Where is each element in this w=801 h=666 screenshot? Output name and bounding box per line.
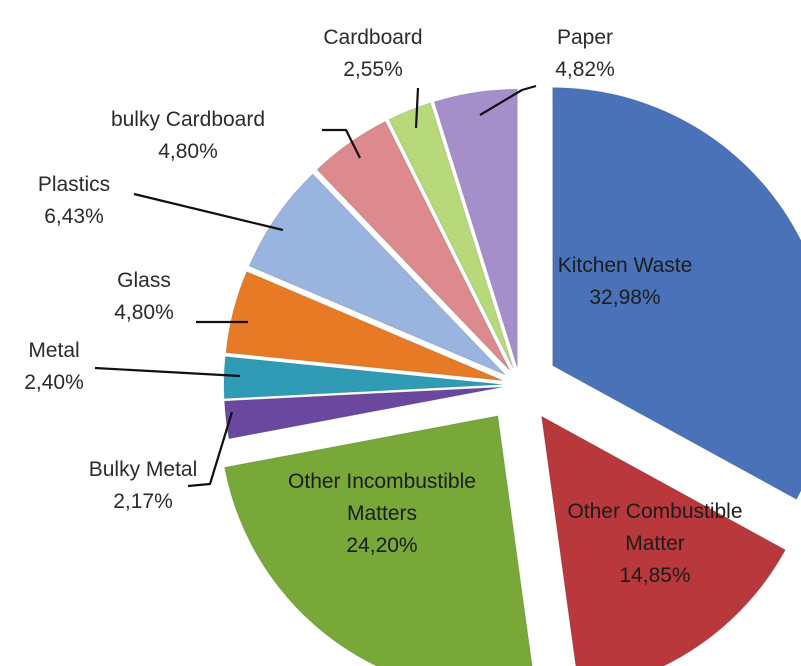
pie-slice-glass: [225, 271, 503, 382]
data-label-other-incombustible-matters: Other Incombustible Matters 24,20%: [288, 470, 476, 557]
leader-line-layer: [94, 84, 537, 488]
data-label-plastics: Plastics 6,43%: [38, 173, 110, 228]
slice-layer: [223, 87, 801, 666]
data-label-metal: Metal 2,40%: [24, 339, 84, 394]
data-label-paper: Paper 4,82%: [555, 26, 615, 81]
data-label-line: Cardboard: [323, 26, 422, 49]
data-label-line: Matter: [625, 532, 685, 555]
data-label-line: Matters: [347, 502, 417, 525]
data-label-line: Metal: [28, 339, 79, 362]
leader-line-plastics: [133, 192, 284, 232]
data-label-line: 4,80%: [158, 140, 218, 163]
data-label-kitchen-waste: Kitchen Waste 32,98%: [558, 254, 693, 309]
leader-line-bulky-metal: [187, 411, 234, 488]
leader-line-bulky-cardboard: [322, 128, 361, 159]
data-label-line: 2,55%: [343, 58, 403, 81]
pie-slice-bulky-metal: [223, 386, 503, 440]
data-label-cardboard: Cardboard 2,55%: [323, 26, 422, 81]
data-label-line: 24,20%: [346, 534, 417, 557]
pie-slice-cardboard: [388, 102, 514, 369]
pie-slice-other-combustible-matter: [540, 415, 787, 666]
data-label-bulky-metal: Bulky Metal 2,17%: [89, 458, 198, 513]
data-label-line: 4,80%: [114, 301, 174, 324]
data-label-line: 4,82%: [555, 58, 615, 81]
data-label-other-combustible-matter: Other Combustible Matter 14,85%: [567, 500, 742, 587]
leader-line-paper: [479, 84, 537, 116]
data-label-glass: Glass 4,80%: [114, 269, 174, 324]
data-label-line: 2,40%: [24, 371, 84, 394]
data-label-line: Plastics: [38, 173, 110, 196]
pie-slice-other-incombustible-matters: [224, 415, 533, 666]
data-label-bulky-cardboard: bulky Cardboard 4,80%: [111, 108, 265, 163]
data-label-line: Other Incombustible: [288, 470, 476, 493]
pie-slice-metal: [223, 356, 503, 400]
pie-slice-paper: [433, 88, 518, 368]
data-label-line: 6,43%: [44, 205, 104, 228]
pie-slice-bulky-cardboard: [316, 120, 511, 371]
data-label-line: 2,17%: [113, 490, 173, 513]
data-label-line: Other Combustible: [567, 500, 742, 523]
pie-slice-kitchen-waste: [552, 87, 801, 500]
data-label-line: Glass: [117, 269, 171, 292]
leader-line-metal: [94, 366, 241, 378]
data-label-line: bulky Cardboard: [111, 108, 265, 131]
data-label-line: 14,85%: [619, 564, 690, 587]
data-label-line: 32,98%: [589, 286, 660, 309]
pie-slice-plastics: [248, 173, 506, 376]
leader-line-cardboard: [414, 87, 420, 129]
data-label-line: Kitchen Waste: [558, 254, 693, 277]
label-layer: Kitchen Waste 32,98% Other Combustible Matt…: [24, 26, 742, 587]
data-label-line: Bulky Metal: [89, 458, 198, 481]
data-label-line: Paper: [557, 26, 613, 49]
